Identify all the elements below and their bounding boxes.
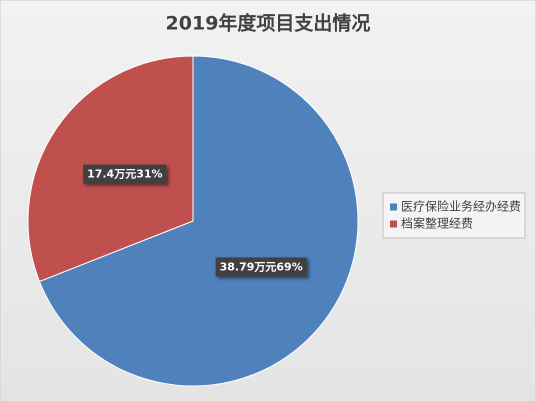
- data-label-box: [215, 257, 307, 277]
- data-label: 17.4万元31%: [83, 164, 167, 184]
- legend-swatch: [390, 220, 397, 228]
- legend-label: 档案整理经费: [401, 216, 473, 231]
- legend-label: 医疗保险业务经办经费: [401, 199, 521, 214]
- legend-box: [382, 192, 526, 239]
- data-label-text: 17.4万元31%: [87, 168, 162, 181]
- legend-swatch: [390, 203, 397, 211]
- pie-slice: [38, 55, 359, 387]
- chart-title: 2019年度项目支出情况: [166, 12, 371, 35]
- data-label: 38.79万元69%: [215, 257, 307, 277]
- data-label-box: [83, 164, 167, 184]
- data-label-text: 38.79万元69%: [220, 260, 303, 273]
